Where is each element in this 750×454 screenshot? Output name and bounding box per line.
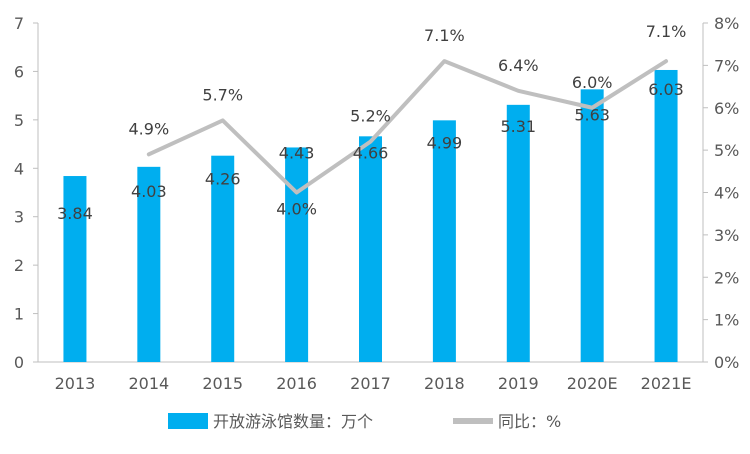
x-tick-label: 2021E (641, 374, 692, 393)
line-value-label: 6.0% (572, 73, 613, 92)
legend: 开放游泳馆数量：万个 同比：% (168, 412, 561, 431)
y-right-tick-label: 7% (714, 56, 739, 75)
bar (137, 166, 161, 362)
y-right-tick-label: 0% (714, 353, 739, 372)
y-left-tick-label: 4 (14, 159, 24, 178)
bar-value-label: 5.63 (574, 105, 610, 124)
y-left-tick-label: 0 (14, 353, 24, 372)
x-tick-label: 2016 (276, 374, 317, 393)
y-left-tick-label: 5 (14, 111, 24, 130)
line-value-label: 4.0% (276, 200, 317, 219)
y-right-tick-label: 3% (714, 226, 739, 245)
y-right-tick-label: 4% (714, 184, 739, 203)
x-tick-label: 2014 (128, 374, 169, 393)
bar-value-label: 3.84 (57, 204, 93, 223)
line-value-label: 5.2% (350, 107, 391, 126)
bar (506, 104, 530, 362)
bar (285, 147, 309, 362)
x-tick-label: 2020E (567, 374, 618, 393)
x-tick-label: 2015 (202, 374, 243, 393)
bar (432, 120, 456, 362)
axis-layer: 0 1 2 3 4 5 6 7 0% 1% 2% 3% 4% 5% 6% 7% 8% 2013 2014 2015 20… (14, 14, 740, 393)
y-right-tick-label: 2% (714, 268, 739, 287)
x-tick-label: 2013 (55, 374, 96, 393)
bar (211, 155, 235, 362)
bar-value-label: 6.03 (648, 80, 684, 99)
y-right-tick-label: 6% (714, 99, 739, 118)
line-value-label: 6.4% (498, 56, 539, 75)
y-right-tick-label: 1% (714, 311, 739, 330)
line-value-label: 5.7% (202, 85, 243, 104)
bar-value-label: 5.31 (500, 117, 536, 136)
data-labels: 3.84 4.03 4.26 4.43 4.66 4.99 5.31 5.63 6.03 4.9%… (57, 22, 686, 223)
line-value-label: 7.1% (424, 26, 465, 45)
legend-label-bars: 开放游泳馆数量：万个 (213, 412, 373, 431)
line-value-label: 4.9% (129, 119, 170, 138)
bar-value-label: 4.43 (279, 143, 315, 162)
bar (654, 69, 678, 363)
bar-value-label: 4.66 (353, 143, 389, 162)
y-left-tick-label: 3 (14, 208, 24, 227)
x-tick-label: 2018 (424, 374, 465, 393)
bar-value-label: 4.99 (427, 133, 463, 152)
x-tick-label: 2019 (498, 374, 539, 393)
y-left-tick-label: 6 (14, 62, 24, 81)
line-value-label: 7.1% (646, 22, 687, 41)
bar-value-label: 4.26 (205, 170, 241, 189)
bar (63, 176, 87, 362)
y-left-tick-label: 7 (14, 14, 24, 33)
bar (359, 136, 382, 362)
x-tick-label: 2017 (350, 374, 391, 393)
yoy-line (146, 59, 669, 195)
y-left-tick-label: 1 (14, 305, 24, 324)
bar-series (63, 69, 678, 363)
legend-label-line: 同比：% (498, 412, 561, 431)
bar (580, 89, 604, 363)
line-series (146, 59, 669, 195)
y-right-tick-label: 5% (714, 141, 739, 160)
bar-value-label: 4.03 (131, 182, 167, 201)
legend-swatch-bars (168, 413, 208, 429)
y-left-tick-label: 2 (14, 256, 24, 275)
y-right-tick-label: 8% (714, 14, 739, 33)
